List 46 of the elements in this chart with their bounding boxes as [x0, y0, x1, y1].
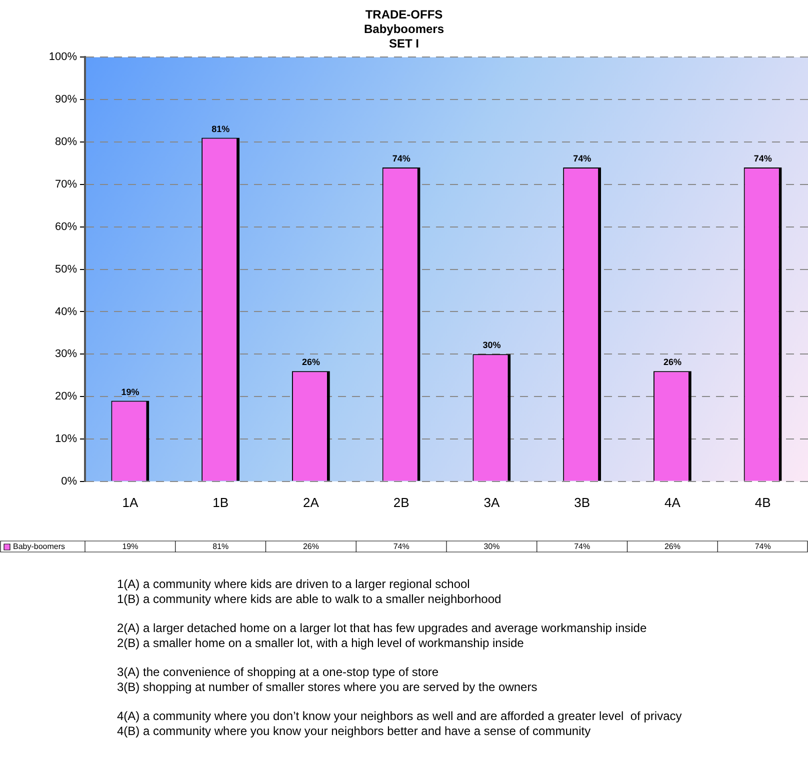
- data-label: 30%: [484, 542, 500, 552]
- x-tick-label: 2B: [393, 494, 410, 510]
- data-label: 74%: [393, 542, 410, 552]
- y-tick-label: 80%: [54, 136, 78, 148]
- y-tick-label: 90%: [54, 94, 78, 106]
- text: 74%: [392, 153, 410, 164]
- data-label: 26%: [302, 542, 319, 552]
- text: 74%: [754, 153, 772, 164]
- text: 26%: [302, 357, 320, 368]
- y-tick-label: 30%: [54, 348, 78, 360]
- text: 2(B) a smaller home on a smaller lot, with a high level of workmanship inside: [117, 636, 525, 651]
- data-label: 74%: [574, 542, 590, 552]
- x-tick-label: 4A: [664, 494, 681, 510]
- text: 4(B) a community where you know your neighbors better and have a sense of community: [117, 724, 592, 739]
- y-tick-label: 20%: [54, 390, 78, 403]
- text: 3(A) the convenience of shopping at a one-stop type of store: [117, 665, 440, 680]
- text: 4(A) a community where you don’t know your neighbors as well and are afforded a greater level of privacy: [117, 709, 683, 724]
- text: 26%: [663, 357, 682, 368]
- y-tick-label: 10%: [54, 433, 78, 446]
- x-tick-label: 1A: [122, 494, 138, 510]
- y-tick-label: 40%: [54, 306, 78, 318]
- legend-label: Baby-boomers: [13, 542, 66, 552]
- chart-subtitle: Babyboomers SET I: [364, 22, 444, 50]
- text: 74%: [573, 153, 592, 164]
- data-label: 74%: [754, 542, 771, 552]
- data-label: 19%: [122, 542, 138, 552]
- chart-title: TRADE-OFFS: [365, 8, 443, 22]
- data-label: 26%: [664, 542, 680, 552]
- text: 3(B) shopping at number of smaller stores where you are served by the owners: [117, 680, 538, 695]
- text: 81%: [212, 124, 230, 134]
- y-tick-label: 60%: [54, 220, 78, 233]
- text: 1(A) a community where kids are driven to a larger regional school: [117, 577, 471, 592]
- x-tick-label: 1B: [212, 494, 229, 510]
- y-tick-label: 70%: [54, 178, 78, 190]
- x-tick-label: 4B: [754, 494, 771, 510]
- data-label: 81%: [212, 542, 229, 552]
- y-tick-label: 50%: [54, 263, 78, 276]
- text: 2(A) a larger detached home on a larger lot that has few upgrades and average workmanship inside: [117, 621, 648, 636]
- text: 19%: [121, 386, 140, 397]
- y-tick-label: 0%: [61, 475, 78, 488]
- x-tick-label: 3B: [574, 494, 590, 510]
- text: 30%: [482, 340, 501, 350]
- x-tick-label: 3A: [484, 494, 500, 510]
- y-tick-label: 100%: [48, 51, 78, 64]
- text: 1(B) a community where kids are able to walk to a smaller neighborhood: [117, 592, 502, 607]
- x-tick-label: 2A: [302, 494, 320, 510]
